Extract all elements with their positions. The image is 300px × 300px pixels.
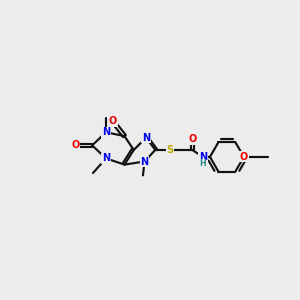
Text: N: N — [199, 152, 207, 162]
Text: H: H — [199, 159, 206, 168]
Text: O: O — [188, 134, 196, 144]
Text: N: N — [102, 153, 110, 164]
Text: N: N — [102, 127, 110, 137]
Text: O: O — [71, 140, 79, 150]
Text: N: N — [142, 133, 150, 142]
Text: N: N — [140, 157, 148, 166]
Text: S: S — [167, 145, 173, 155]
Text: O: O — [240, 152, 248, 162]
Text: O: O — [109, 116, 117, 127]
